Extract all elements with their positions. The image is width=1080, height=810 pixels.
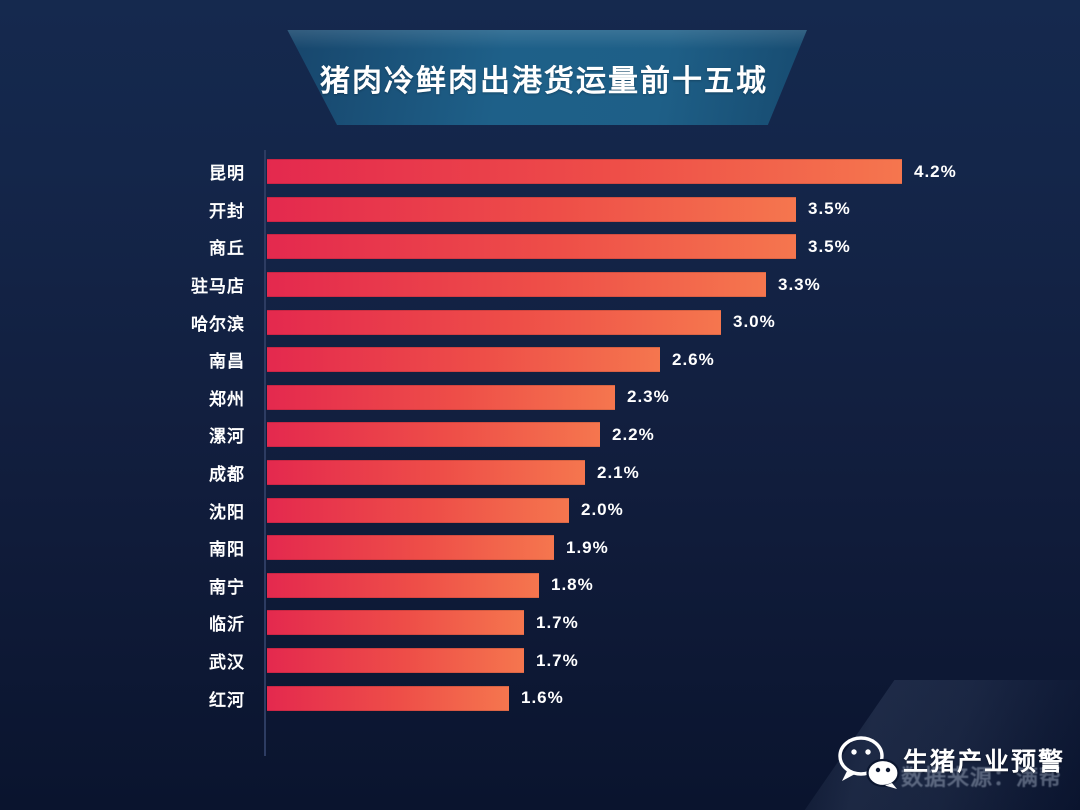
bar	[267, 572, 539, 598]
bar	[267, 685, 509, 711]
category-label: 武汉	[209, 653, 245, 673]
value-label: 1.7%	[536, 650, 579, 670]
chart-title: 猪肉冷鲜肉出港货运量前十五城	[320, 64, 768, 98]
value-label: 2.1%	[597, 462, 640, 482]
value-label: 3.5%	[808, 199, 851, 219]
category-label: 昆明	[209, 164, 245, 184]
bar-row: 红河 1.6%	[0, 679, 1080, 717]
value-label: 4.2%	[914, 161, 957, 181]
bar	[267, 610, 524, 636]
category-label: 漯河	[209, 427, 245, 447]
value-label: 2.3%	[627, 387, 670, 407]
category-label: 临沂	[209, 615, 245, 635]
category-label: 成都	[209, 465, 245, 485]
category-label: 商丘	[209, 239, 245, 259]
bar-row: 漯河 2.2%	[0, 416, 1080, 454]
bar-row: 南阳 1.9%	[0, 529, 1080, 567]
value-label: 3.5%	[808, 236, 851, 256]
value-label: 2.6%	[672, 349, 715, 369]
y-axis-line	[264, 150, 266, 756]
bar-row: 昆明 4.2%	[0, 153, 1080, 191]
bar	[267, 347, 660, 373]
value-label: 1.9%	[566, 537, 609, 557]
bar-row: 开封 3.5%	[0, 191, 1080, 229]
bar	[267, 422, 600, 448]
category-label: 开封	[209, 201, 245, 221]
bar	[267, 648, 524, 674]
bar-row: 商丘 3.5%	[0, 228, 1080, 266]
category-label: 红河	[209, 690, 245, 710]
bar-row: 哈尔滨 3.0%	[0, 303, 1080, 341]
bar-row: 南昌 2.6%	[0, 341, 1080, 379]
value-label: 2.0%	[581, 500, 624, 520]
bar	[267, 535, 554, 561]
bar-row: 郑州 2.3%	[0, 379, 1080, 417]
category-label: 哈尔滨	[191, 314, 245, 334]
value-label: 1.8%	[551, 575, 594, 595]
bar	[267, 159, 902, 185]
title-banner: 猪肉冷鲜肉出港货运量前十五城	[287, 30, 807, 125]
bar	[267, 196, 796, 222]
category-label: 沈阳	[209, 502, 245, 522]
bar-row: 成都 2.1%	[0, 454, 1080, 492]
value-label: 2.2%	[612, 424, 655, 444]
bar-row: 沈阳 2.0%	[0, 491, 1080, 529]
bar-rows: 昆明 4.2% 开封 3.5% 商丘 3.5% 驻马店 3.3% 哈尔滨	[0, 153, 1080, 717]
value-label: 3.3%	[778, 274, 821, 294]
bar	[267, 234, 796, 260]
wechat-icon	[838, 736, 900, 789]
value-label: 1.7%	[536, 612, 579, 632]
value-label: 3.0%	[733, 312, 776, 332]
category-label: 南阳	[209, 540, 245, 560]
value-label: 1.6%	[521, 688, 564, 708]
bar-row: 驻马店 3.3%	[0, 266, 1080, 304]
bar	[267, 384, 615, 410]
bar	[267, 460, 585, 486]
data-source-watermark: 数据来源：满帮	[901, 765, 1063, 790]
category-label: 驻马店	[191, 277, 245, 297]
category-label: 南宁	[209, 577, 245, 597]
category-label: 郑州	[209, 389, 245, 409]
bar-row: 临沂 1.7%	[0, 604, 1080, 642]
bar	[267, 272, 766, 298]
category-label: 南昌	[209, 352, 245, 372]
brand-name: 生猪产业预警	[903, 748, 1066, 776]
bar-row: 南宁 1.8%	[0, 567, 1080, 605]
bar	[267, 309, 721, 335]
bar	[267, 497, 569, 523]
bar-row: 武汉 1.7%	[0, 642, 1080, 680]
